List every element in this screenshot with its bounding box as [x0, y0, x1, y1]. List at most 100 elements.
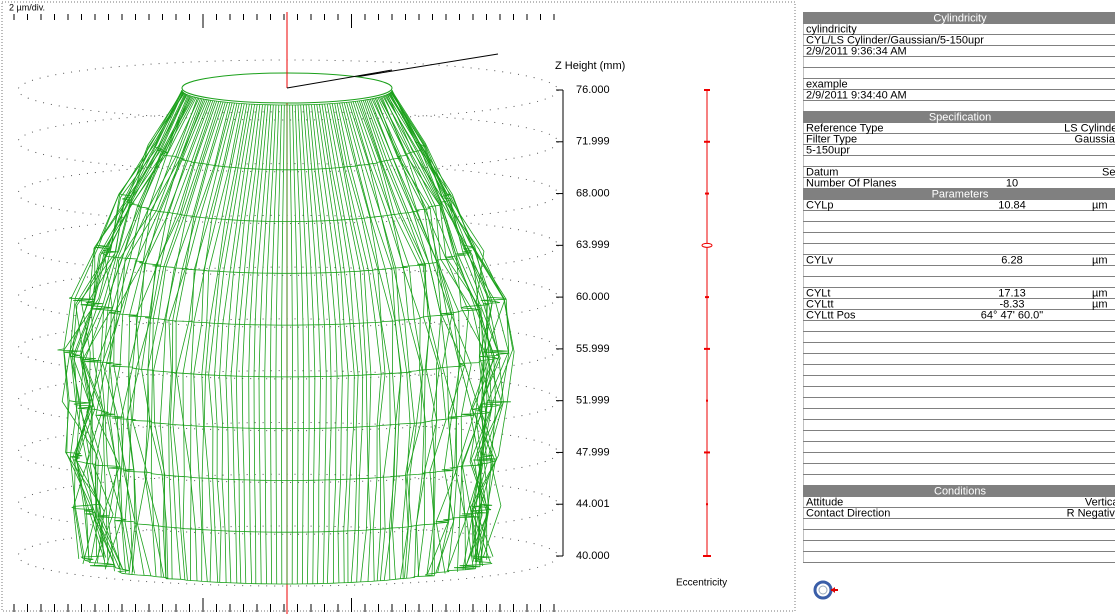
wire-generatrix	[305, 104, 327, 584]
wire-generatrix	[214, 104, 253, 583]
wire-generatrix	[109, 98, 201, 572]
wire-generatrix	[350, 101, 423, 579]
wire-generatrix	[339, 102, 397, 581]
wire-generatrix	[311, 104, 338, 584]
wire-level	[80, 555, 493, 585]
level-ellipse	[17, 111, 559, 173]
wire-generatrix	[321, 104, 359, 583]
wire-level	[69, 400, 511, 430]
wire-generatrix	[294, 104, 305, 584]
z-tick-label: 55.999	[576, 343, 610, 355]
wire-generatrix	[364, 99, 442, 575]
wire-generatrix	[75, 93, 186, 564]
eccentricity-label: Eccentricity	[676, 578, 727, 589]
row-value: 17.13	[998, 287, 1026, 299]
wire-generatrix	[334, 103, 386, 581]
wire-level	[68, 296, 507, 326]
section-title: Parameters	[932, 188, 989, 200]
eccentricity-mark	[701, 242, 713, 248]
wire-generatrix	[193, 103, 243, 582]
wire-generatrix	[275, 104, 282, 585]
z-tick-label: 63.999	[576, 239, 610, 251]
wire-generatrix	[348, 101, 415, 579]
wire-generatrix	[303, 104, 321, 584]
z-tick-label: 60.000	[576, 291, 610, 303]
row-unit: µm	[1092, 287, 1108, 299]
wire-generatrix	[374, 98, 467, 572]
wire-generatrix	[69, 91, 183, 559]
wire-generatrix	[377, 97, 482, 571]
wire-generatrix	[208, 103, 250, 583]
wire-level	[94, 244, 474, 274]
wire-generatrix	[175, 102, 235, 581]
cylinder-wireframe	[57, 89, 515, 585]
row-label: CYL/LS Cylinder/Gaussian/5-150upr	[806, 34, 984, 46]
wire-generatrix	[336, 103, 391, 581]
row-label: Filter Type	[806, 133, 857, 145]
axis-title: Z Height (mm)	[555, 60, 625, 72]
wire-generatrix	[90, 94, 189, 566]
wire-generatrix	[182, 103, 238, 581]
wire-generatrix	[346, 102, 411, 580]
z-tick-label: 44.001	[576, 498, 610, 510]
wire-generatrix	[373, 98, 472, 572]
wire-generatrix	[172, 102, 233, 580]
wire-generatrix	[120, 99, 208, 575]
row-label: Attitude	[806, 496, 843, 508]
scale-label: 2 µm/div.	[9, 2, 45, 12]
wire-level	[57, 348, 509, 378]
row-label: CYLtt Pos	[806, 309, 856, 321]
wire-generatrix	[391, 90, 514, 557]
wire-generatrix	[219, 104, 255, 583]
wire-generatrix	[150, 101, 220, 578]
wire-generatrix	[113, 98, 203, 573]
wire-level	[154, 141, 427, 171]
probe-icon	[813, 580, 838, 600]
row-label: Number Of Planes	[806, 177, 897, 189]
wire-generatrix	[319, 104, 355, 583]
row-value: -8.33	[999, 298, 1024, 310]
wire-generatrix	[376, 97, 475, 571]
row-value: 10.84	[998, 199, 1026, 211]
section-header	[803, 485, 1115, 497]
z-tick-label: 40.000	[576, 550, 610, 562]
wire-generatrix	[341, 102, 402, 580]
row-label: CYLtt	[806, 298, 834, 310]
wire-generatrix	[73, 95, 190, 567]
wire-generatrix	[141, 100, 216, 577]
wire-generatrix	[382, 95, 489, 568]
wire-generatrix	[390, 92, 510, 561]
wire-generatrix	[368, 99, 457, 574]
wire-generatrix	[384, 95, 494, 567]
row-unit: µm	[1092, 199, 1108, 211]
wire-generatrix	[248, 104, 269, 584]
wire-generatrix	[131, 100, 214, 576]
section-title: Specification	[929, 111, 991, 123]
wire-generatrix	[391, 91, 515, 559]
row-label: 2/9/2011 9:36:34 AM	[806, 45, 907, 57]
wire-generatrix	[258, 104, 274, 584]
wire-level	[119, 193, 452, 223]
wire-generatrix	[297, 104, 310, 584]
wire-generatrix	[386, 94, 496, 565]
section-title: Cylindricity	[933, 12, 987, 24]
section-header	[803, 111, 1115, 123]
row-label: CYLp	[806, 199, 834, 211]
wire-generatrix	[289, 104, 294, 585]
row-label: 5-150upr	[806, 144, 850, 156]
wire-generatrix	[385, 94, 501, 566]
wire-generatrix	[203, 103, 248, 582]
wire-generatrix	[366, 99, 454, 575]
wire-generatrix	[169, 102, 231, 580]
wire-level	[181, 89, 393, 106]
wire-generatrix	[144, 100, 218, 577]
row-label: Contact Direction	[806, 507, 890, 519]
wire-generatrix	[190, 103, 240, 581]
wire-generatrix	[280, 104, 285, 585]
section-header	[803, 12, 1115, 24]
z-tick-label: 47.999	[576, 446, 610, 458]
reference-line	[286, 69, 393, 89]
